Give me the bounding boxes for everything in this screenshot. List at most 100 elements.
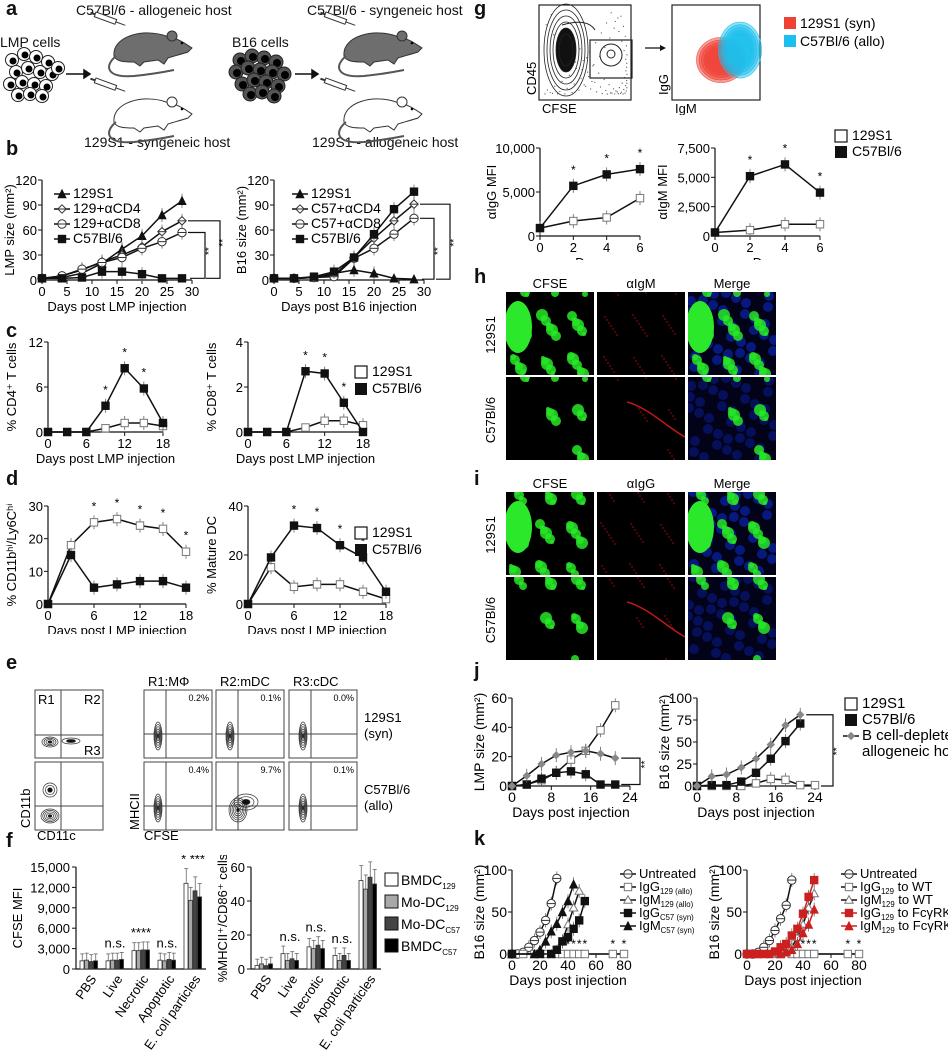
y-tick-label: 60	[231, 860, 245, 875]
svg-text:CD11b: CD11b	[18, 788, 33, 828]
svg-text:IgG: IgG	[656, 74, 671, 95]
chart-k-b16-antibody: 0 20 40 60 80 0 50 100 Days post injection B16 si…	[471, 862, 696, 988]
x-tick-label: 0	[44, 608, 51, 623]
y-axis-label: B16 size (mm²)	[234, 186, 249, 274]
bar	[358, 880, 364, 970]
b16-cell-cluster-icon	[228, 48, 292, 104]
microscopy-image	[597, 377, 685, 460]
y-tick-label: 0	[528, 229, 535, 244]
x-tick-label: 30	[417, 284, 431, 299]
chart-f-cfse-mfi: 0 3,000 6,000 9,000 12,000 15,000 CFSE MFI PBS n…	[10, 855, 206, 1050]
x-axis-label: Days post LMP injection	[47, 623, 186, 634]
host-129-syn-label: 129S1 - syngeneic host	[84, 134, 231, 150]
significance-star: *	[141, 366, 146, 380]
x-tick-label: 4	[603, 240, 610, 255]
x-tick-label: 20	[532, 957, 548, 973]
x-category-label: PBS	[247, 972, 274, 1002]
bar	[285, 960, 290, 970]
y-tick-label: 50	[491, 904, 507, 920]
y-axis-label: CFSE MFI	[10, 888, 25, 949]
bar	[119, 959, 124, 970]
significance-star: *	[571, 163, 576, 177]
x-tick-label: 15	[110, 284, 124, 299]
x-tick-label: 60	[823, 957, 839, 973]
bar	[145, 949, 150, 970]
legend-label: 129S1	[73, 185, 114, 201]
x-tick-label: 18	[156, 436, 170, 451]
microscopy-panel-i: CFSE αIgG Merge 129S1 C57Bl/6	[470, 470, 800, 660]
svg-text:CFSE: CFSE	[542, 101, 577, 115]
legend-label: IgGC57 (syn)	[639, 905, 694, 922]
chart-c-cd8: 0 6 12 18 0 2 4 Days post LMP injection % CD8⁺ T…	[204, 336, 422, 466]
y-tick-label: 90	[255, 198, 269, 213]
y-tick-label: 5,000	[677, 170, 710, 185]
legend-label: C57Bl/6	[862, 711, 915, 728]
significance-star: *	[161, 506, 166, 520]
y-tick-label: 0	[684, 778, 692, 794]
bar	[367, 876, 373, 970]
chart-d-cd11b: 0 6 12 18 0 10 20 30 Days post LMP injection % CD…	[4, 496, 193, 634]
bar	[268, 963, 273, 970]
column-label: Merge	[714, 476, 751, 491]
panel-label-k: k	[474, 828, 486, 850]
y-tick-label: 0	[499, 778, 507, 794]
svg-text:**: **	[433, 247, 444, 255]
x-tick-label: 5	[295, 284, 302, 299]
x-tick-label: 18	[356, 436, 370, 451]
x-tick-label: 8	[732, 789, 740, 805]
y-tick-label: 25	[676, 756, 692, 772]
x-tick-label: 16	[768, 789, 784, 805]
y-axis-label: αIgM MFI	[655, 164, 670, 219]
y-tick-label: 30	[255, 248, 269, 263]
x-tick-label: 6	[90, 608, 97, 623]
x-axis-label: Days	[753, 255, 783, 260]
y-tick-label: 90	[23, 198, 37, 213]
schematic-diagram	[3, 11, 423, 144]
host-c57-syn-label: C57Bl/6 - syngeneic host	[307, 2, 463, 18]
legend-label: 129+αCD4	[73, 200, 141, 216]
quadrant-percent: 0.1%	[260, 693, 281, 703]
bar	[157, 959, 163, 970]
mouse-icon	[320, 11, 423, 78]
bar	[93, 960, 98, 970]
y-axis-label: % CD8⁺ T cells	[204, 342, 219, 431]
bar	[171, 959, 176, 970]
y-axis-label: % CD11bʰⁱ/Ly6Cʰⁱ	[4, 504, 19, 607]
chart-b-lmp-size: 0 5 10 15 20 25 30 0 30 60 90 120 Days post LMP inje…	[2, 173, 229, 314]
legend-label: C57+αCD8	[311, 215, 381, 231]
y-tick-label: 0	[262, 273, 269, 288]
y-axis-label: B16 size (mm²)	[471, 865, 487, 960]
bar	[88, 961, 94, 970]
y-tick-label: 75	[676, 712, 692, 728]
y-tick-label: 100	[719, 862, 743, 878]
x-tick-label: 0	[508, 789, 516, 805]
x-tick-label: 10	[85, 284, 99, 299]
y-tick-label: 5,000	[502, 185, 535, 200]
syringe-icon	[320, 77, 356, 92]
significance-star: *	[122, 345, 127, 359]
svg-text:129S1: 129S1	[364, 710, 402, 725]
y-tick-label: 20	[491, 749, 507, 765]
column-label: αIgM	[626, 276, 655, 291]
y-tick-label: 15,000	[30, 860, 70, 875]
y-tick-label: 0	[703, 229, 710, 244]
significance-star: *	[610, 937, 615, 951]
row-label: 129S1	[483, 316, 498, 354]
x-tick-label: 30	[185, 284, 199, 299]
x-tick-label: 0	[711, 240, 718, 255]
svg-text:allogeneic host: allogeneic host	[862, 743, 948, 760]
bar	[197, 896, 202, 970]
bar	[363, 888, 368, 970]
row-label: C57Bl/6	[483, 597, 498, 643]
x-tick-label: 24	[622, 789, 638, 805]
panel-label-a: a	[6, 0, 18, 20]
y-tick-label: 100	[669, 690, 693, 706]
lmp-cell-cluster-icon	[3, 47, 65, 103]
x-tick-label: 6	[816, 240, 823, 255]
x-tick-label: 18	[179, 608, 193, 623]
legend-label: Mo-DC129	[401, 894, 459, 913]
significance-star: *	[103, 383, 108, 397]
panel-label-d: d	[6, 468, 19, 490]
